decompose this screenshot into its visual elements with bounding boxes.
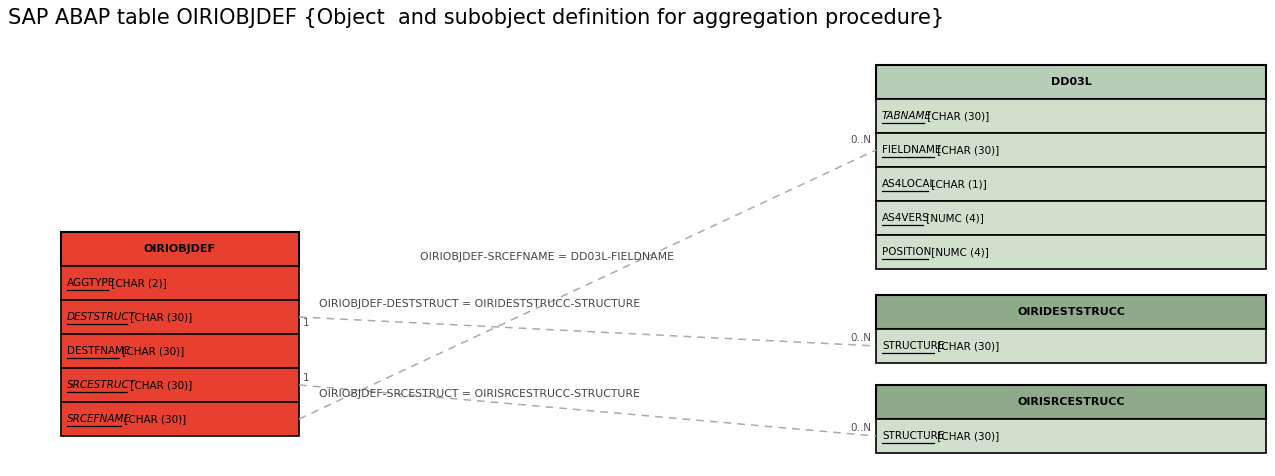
- Text: [CHAR (2)]: [CHAR (2)]: [107, 278, 166, 288]
- Text: DESTFNAME: DESTFNAME: [68, 346, 130, 356]
- Text: OIRIOBJDEF-SRCEFNAME = DD03L-FIELDNAME: OIRIOBJDEF-SRCEFNAME = DD03L-FIELDNAME: [421, 251, 674, 261]
- Text: SAP ABAP table OIRIOBJDEF {Object  and subobject definition for aggregation proc: SAP ABAP table OIRIOBJDEF {Object and su…: [8, 8, 944, 28]
- Bar: [876, 385, 1266, 419]
- Text: OIRISRCESTRUCC: OIRISRCESTRUCC: [1017, 397, 1125, 407]
- Text: AS4LOCAL: AS4LOCAL: [882, 179, 936, 189]
- Text: POSITION: POSITION: [882, 247, 931, 257]
- Text: [CHAR (1)]: [CHAR (1)]: [928, 179, 987, 189]
- Bar: [876, 201, 1266, 235]
- Bar: [61, 300, 300, 334]
- Text: [NUMC (4)]: [NUMC (4)]: [928, 247, 989, 257]
- Text: STRUCTURE: STRUCTURE: [882, 431, 945, 441]
- Text: [CHAR (30)]: [CHAR (30)]: [128, 312, 193, 322]
- Text: OIRIOBJDEF: OIRIOBJDEF: [144, 244, 215, 254]
- Bar: [876, 329, 1266, 363]
- Bar: [876, 65, 1266, 99]
- Bar: [876, 133, 1266, 167]
- Text: DESTSTRUCT: DESTSTRUCT: [68, 312, 136, 322]
- Text: 0..N: 0..N: [850, 423, 871, 433]
- Text: 0..N: 0..N: [850, 333, 871, 343]
- Text: 1: 1: [303, 373, 310, 383]
- Text: [NUMC (4)]: [NUMC (4)]: [923, 213, 983, 223]
- Text: [CHAR (30)]: [CHAR (30)]: [121, 414, 186, 424]
- Text: AGGTYPE: AGGTYPE: [68, 278, 115, 288]
- Text: [CHAR (30)]: [CHAR (30)]: [935, 341, 1000, 351]
- Bar: [876, 99, 1266, 133]
- Bar: [876, 167, 1266, 201]
- Text: TABNAME: TABNAME: [882, 111, 932, 121]
- Text: [CHAR (30)]: [CHAR (30)]: [119, 346, 185, 356]
- Text: OIRIDESTSTRUCC: OIRIDESTSTRUCC: [1017, 307, 1125, 317]
- Bar: [876, 235, 1266, 269]
- Bar: [61, 266, 300, 300]
- Text: SRCESTRUCT: SRCESTRUCT: [68, 380, 136, 390]
- Bar: [61, 402, 300, 436]
- Text: [CHAR (30)]: [CHAR (30)]: [128, 380, 193, 390]
- Bar: [61, 232, 300, 266]
- Text: SRCEFNAME: SRCEFNAME: [68, 414, 131, 424]
- Text: [CHAR (30)]: [CHAR (30)]: [924, 111, 989, 121]
- Text: STRUCTURE: STRUCTURE: [882, 341, 945, 351]
- Text: AS4VERS: AS4VERS: [882, 213, 929, 223]
- Text: 1: 1: [303, 318, 310, 328]
- Text: [CHAR (30)]: [CHAR (30)]: [935, 145, 1000, 155]
- Bar: [61, 368, 300, 402]
- Text: 0..N: 0..N: [850, 135, 871, 145]
- Text: OIRIOBJDEF-SRCESTRUCT = OIRISRCESTRUCC-STRUCTURE: OIRIOBJDEF-SRCESTRUCT = OIRISRCESTRUCC-S…: [319, 389, 640, 399]
- Bar: [61, 334, 300, 368]
- Bar: [876, 419, 1266, 453]
- Text: [CHAR (30)]: [CHAR (30)]: [935, 431, 1000, 441]
- Text: OIRIOBJDEF-DESTSTRUCT = OIRIDESTSTRUCC-STRUCTURE: OIRIOBJDEF-DESTSTRUCT = OIRIDESTSTRUCC-S…: [319, 299, 640, 309]
- Text: DD03L: DD03L: [1051, 77, 1091, 87]
- Text: FIELDNAME: FIELDNAME: [882, 145, 941, 155]
- Bar: [876, 295, 1266, 329]
